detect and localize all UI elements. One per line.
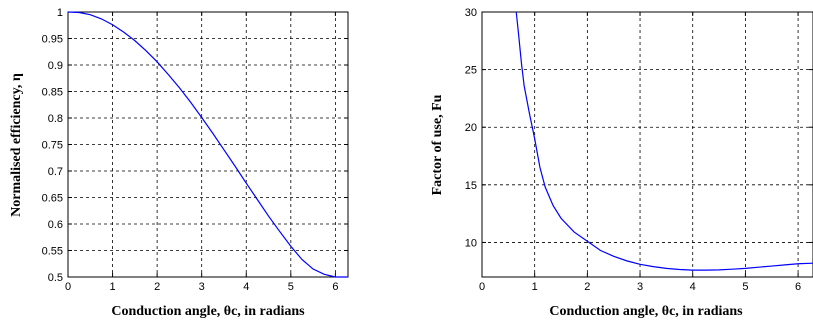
x-tick-label: 5	[742, 281, 748, 293]
x-tick-label: 1	[110, 281, 116, 293]
y-tick-label: 0.65	[42, 193, 63, 205]
x-tick-label: 3	[637, 281, 643, 293]
ticks: 0 1 2 3 4 5 6 0.5 0.55 0.6 0.65 0.7 0.75 0.8 0.85 0.9 0.…	[42, 7, 348, 293]
grid	[68, 12, 348, 277]
plot-area	[481, 11, 813, 278]
x-tick-label: 6	[332, 281, 338, 293]
y-tick-label: 0.95	[42, 34, 63, 46]
y-tick-label: 0.6	[48, 219, 63, 231]
x-tick-label: 1	[532, 281, 538, 293]
ticks: 0 1 2 3 4 5 6 10 15 20 25 30	[465, 7, 813, 293]
factor-of-use-curve	[515, 11, 813, 271]
grid	[482, 12, 813, 277]
x-tick-label: 6	[795, 281, 801, 293]
x-tick-label: 0	[479, 281, 485, 293]
x-tick-label: 2	[584, 281, 590, 293]
y-tick-label: 0.8	[48, 113, 63, 125]
factor-of-use-chart: 0 1 2 3 4 5 6 10 15 20 25 30 Conduction angle, θc, …	[430, 7, 813, 319]
x-axis-label: Conduction angle, θc, in radians	[549, 304, 743, 319]
y-axis-label: Normalised efficiency, η	[9, 73, 24, 217]
y-tick-label: 30	[465, 7, 477, 19]
y-tick-label: 10	[465, 237, 477, 249]
y-tick-label: 0.7	[48, 166, 63, 178]
y-tick-label: 1	[57, 7, 63, 19]
x-tick-label: 4	[690, 281, 696, 293]
x-tick-label: 0	[65, 281, 71, 293]
efficiency-curve	[67, 11, 348, 278]
y-tick-label: 0.55	[42, 246, 63, 258]
y-tick-label: 15	[465, 180, 477, 192]
x-tick-label: 3	[199, 281, 205, 293]
efficiency-chart: 0 1 2 3 4 5 6 0.5 0.55 0.6 0.65 0.7 0.75 0.8 0.85 0.9 0.…	[9, 7, 349, 319]
y-tick-label: 0.85	[42, 87, 63, 99]
x-axis-label: Conduction angle, θc, in radians	[111, 304, 305, 319]
y-tick-label: 20	[465, 122, 477, 134]
y-tick-label: 25	[465, 65, 477, 77]
y-tick-label: 0.9	[48, 60, 63, 72]
x-tick-label: 2	[154, 281, 160, 293]
y-axis-label: Factor of use, Fu	[430, 94, 445, 195]
y-tick-label: 0.75	[42, 140, 63, 152]
x-tick-label: 4	[243, 281, 249, 293]
x-tick-label: 5	[288, 281, 294, 293]
y-tick-label: 0.5	[48, 272, 63, 284]
